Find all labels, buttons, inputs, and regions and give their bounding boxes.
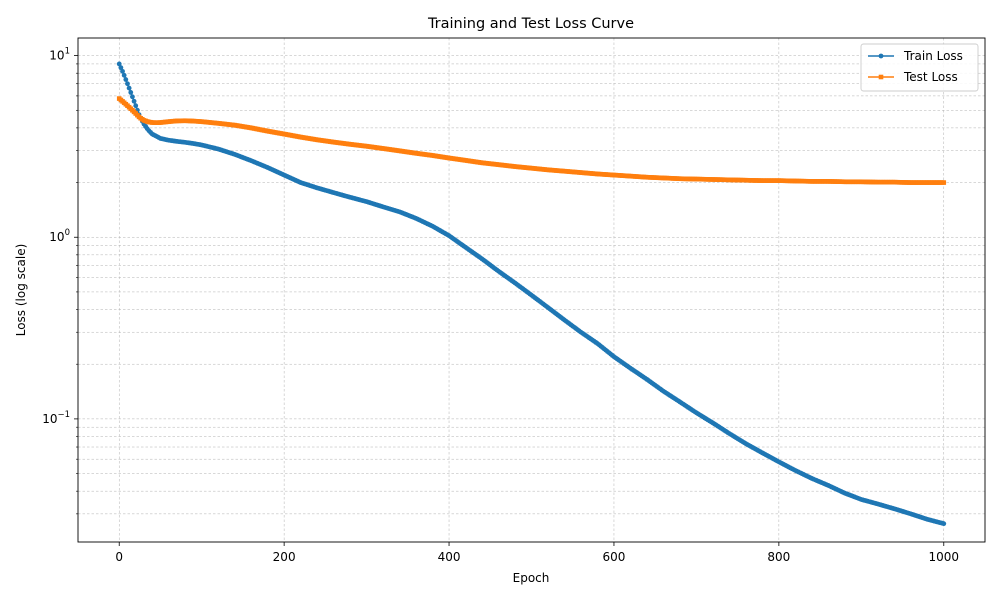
train-loss-point	[131, 98, 137, 104]
x-tick-label: 800	[767, 550, 790, 564]
test-loss-point	[941, 180, 947, 185]
legend-marker-train-loss	[878, 53, 884, 59]
x-tick-label: 0	[115, 550, 123, 564]
test-loss-series	[116, 96, 947, 185]
train-loss-point	[941, 521, 947, 527]
train-loss-series	[116, 61, 947, 527]
train-loss-point	[130, 94, 135, 100]
x-tick-label: 400	[438, 550, 461, 564]
chart-title: Training and Test Loss Curve	[427, 16, 634, 32]
x-tick-label: 200	[273, 550, 296, 564]
legend-label-test-loss: Test Loss	[903, 70, 958, 84]
x-tick-label: 600	[603, 550, 626, 564]
legend: Train Loss Test Loss	[860, 43, 979, 92]
x-axis-label: Epoch	[513, 571, 550, 585]
y-tick-label: 101	[49, 47, 70, 63]
train-loss-point	[133, 103, 139, 109]
x-tick-label: 1000	[928, 550, 959, 564]
y-tick-label: 10−1	[42, 410, 70, 426]
legend-marker-test-loss	[878, 74, 884, 80]
train-loss-point	[121, 72, 127, 78]
train-loss-point	[125, 81, 130, 87]
train-loss-point	[118, 65, 124, 71]
train-loss-point	[116, 61, 122, 67]
plot-frame	[77, 37, 986, 543]
train-loss-point	[128, 90, 134, 95]
y-tick-label: 100	[49, 228, 70, 244]
ticks: 0 200 400 600 800 1000 10−1 100 101	[42, 47, 959, 564]
train-loss-point	[126, 85, 132, 91]
legend-label-train-loss: Train Loss	[903, 49, 963, 63]
y-axis-label: Loss (log scale)	[14, 244, 28, 337]
series-layer	[116, 61, 947, 527]
train-loss-point	[123, 77, 129, 82]
train-loss-point	[120, 68, 125, 74]
grid	[78, 38, 985, 542]
